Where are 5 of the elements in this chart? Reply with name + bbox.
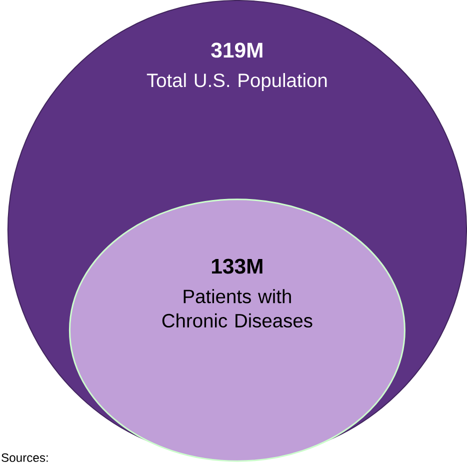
data-label: 133M bbox=[212, 258, 262, 274]
data-label: 319M bbox=[211, 42, 262, 58]
category-label: Patients with Chronic Diseases bbox=[162, 289, 312, 328]
category-label: Total U.S. Population bbox=[146, 73, 327, 91]
source-note: Sources: bbox=[2, 453, 48, 462]
